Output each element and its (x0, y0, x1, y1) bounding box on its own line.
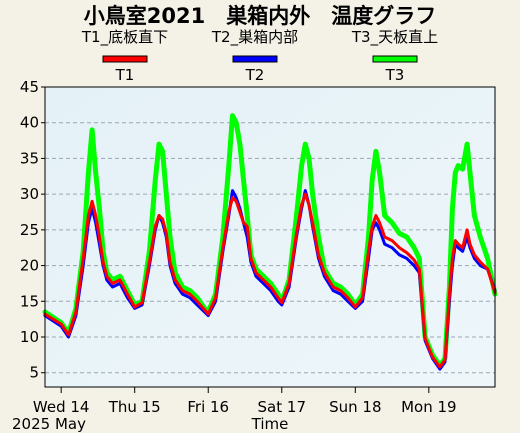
legend-swatch-t1 (102, 55, 148, 63)
y-tick-label-15: 15 (20, 292, 39, 310)
legend-desc-t2: T2_巣箱内部 (211, 28, 298, 47)
y-tick-label-45: 45 (20, 78, 39, 96)
x-axis: Wed 14 Thu 15 Fri 16 Sat 17 Sun 18 Mon 19 (33, 387, 457, 416)
x-year-label: 2025 May (12, 415, 86, 433)
x-tick-label-3: Sat 17 (258, 398, 306, 416)
y-tick-label-10: 10 (20, 328, 39, 346)
y-tick-label-40: 40 (20, 114, 39, 132)
legend: T1_底板直下 T1 T2_巣箱内部 T2 T3_天板直上 T3 (81, 28, 438, 84)
series-group (42, 113, 498, 371)
y-tick-label-5: 5 (29, 364, 39, 382)
legend-swatch-t3 (372, 55, 418, 63)
x-tick-label-1: Thu 15 (108, 398, 161, 416)
legend-desc-t1: T1_底板直下 (81, 28, 168, 47)
series-line-t1 (43, 192, 497, 369)
chart-title: 小鳥室2021 巣箱内外 温度グラフ (84, 4, 436, 28)
x-tick-label-5: Mon 19 (401, 398, 456, 416)
legend-swatch-t2 (232, 55, 278, 63)
legend-label-t1: T1 (115, 66, 135, 84)
y-tick-label-30: 30 (20, 185, 39, 203)
legend-label-t3: T3 (385, 66, 405, 84)
legend-label-t2: T2 (245, 66, 265, 84)
y-tick-label-20: 20 (20, 257, 39, 275)
x-tick-label-4: Sun 18 (329, 398, 381, 416)
y-tick-label-25: 25 (20, 221, 39, 239)
legend-desc-t3: T3_天板直上 (351, 28, 438, 47)
y-axis: 5 10 15 20 25 30 35 40 45 (20, 78, 45, 382)
plot-frame (44, 86, 496, 388)
y-tick-label-35: 35 (20, 149, 39, 167)
x-tick-label-0: Wed 14 (33, 398, 90, 416)
x-tick-label-2: Fri 16 (187, 398, 229, 416)
x-axis-label: Time (251, 415, 289, 433)
